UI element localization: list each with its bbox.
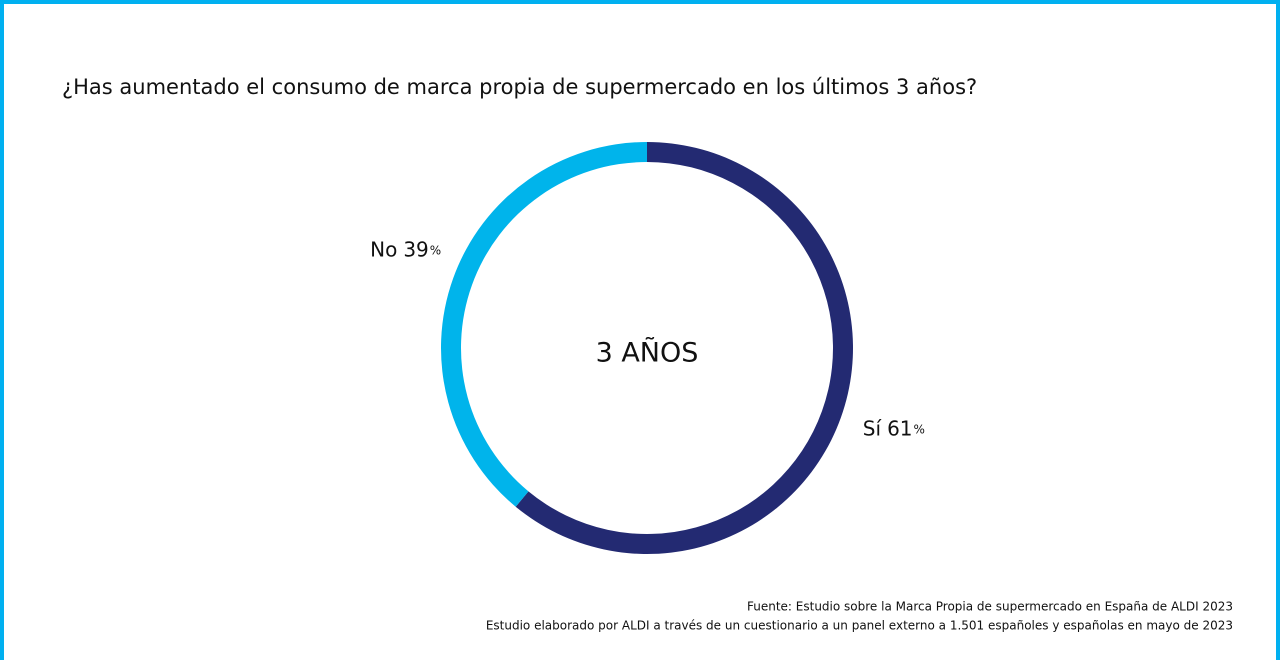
frame-top (0, 0, 1280, 4)
chart-title: ¿Has aumentado el consumo de marca propi… (62, 75, 977, 99)
method-note: Estudio elaborado por ALDI a través de u… (486, 619, 1233, 633)
donut-segment (515, 142, 853, 554)
source-note: Fuente: Estudio sobre la Marca Propia de… (747, 600, 1233, 614)
segment-value: 39 (403, 237, 428, 261)
center-label: 3 AÑOS (596, 337, 699, 369)
segment-label: Sí 61% (863, 416, 925, 440)
frame-left (0, 0, 4, 660)
frame-right (1276, 0, 1280, 660)
segment-value: 61 (887, 416, 912, 440)
segment-name: Sí (863, 416, 883, 440)
segment-unit: % (430, 243, 441, 257)
donut-segment (441, 141, 647, 507)
segment-label: No 39% (370, 237, 441, 261)
segment-name: No (370, 237, 397, 261)
segment-unit: % (914, 422, 925, 436)
